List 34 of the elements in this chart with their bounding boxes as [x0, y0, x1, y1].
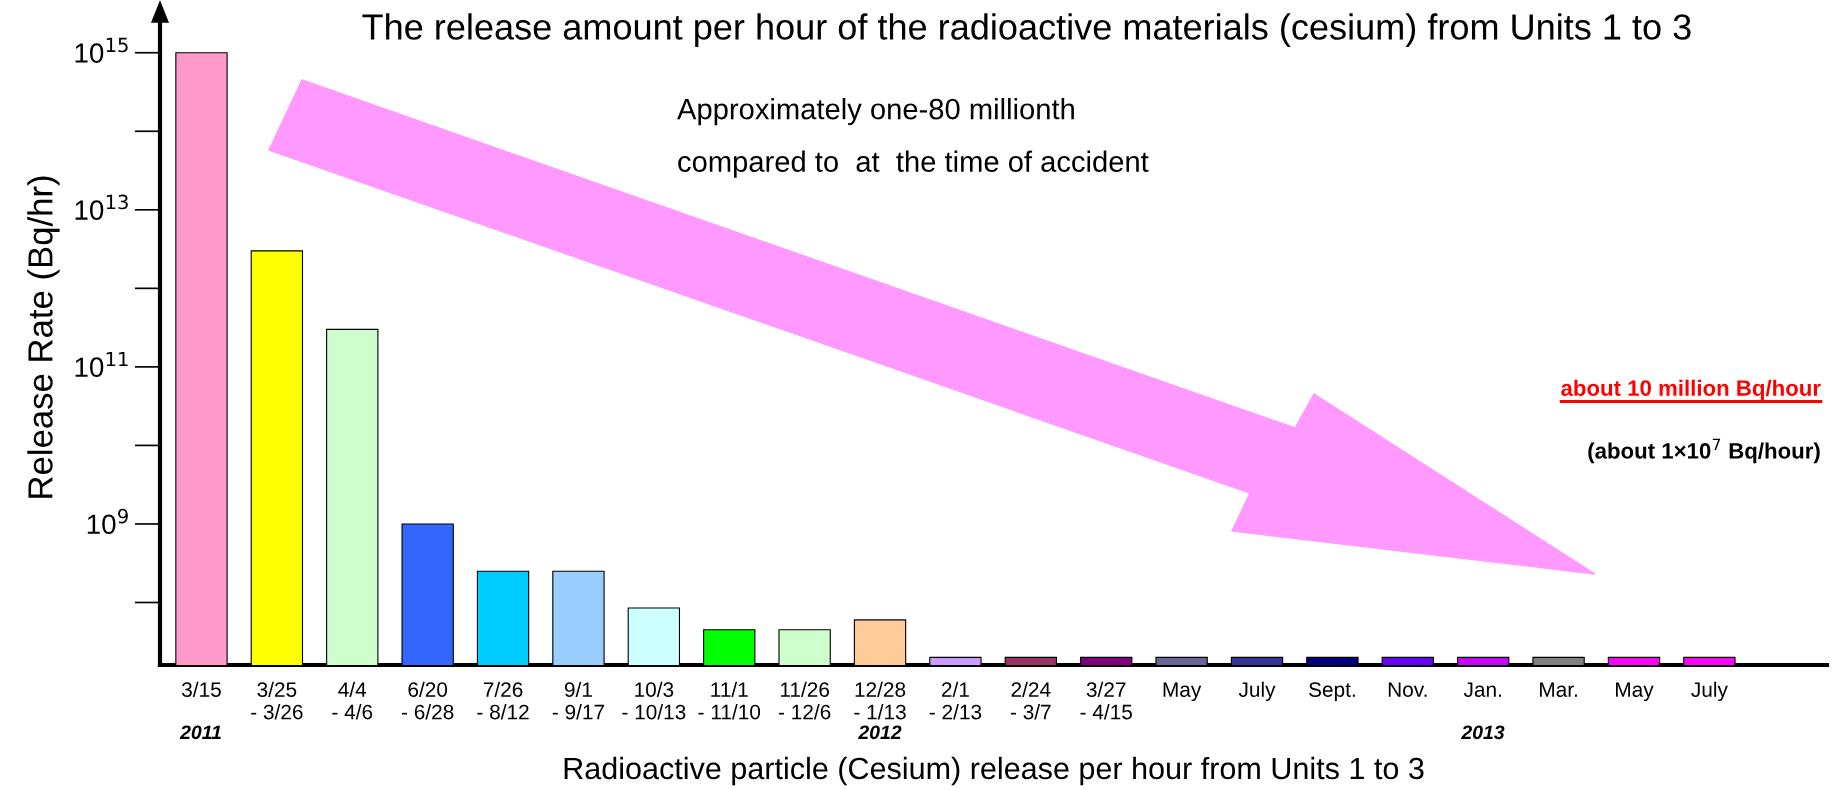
x-tick-label: 11/1 - 11/10 — [698, 681, 761, 720]
x-tick-label: 3/25 - 3/26 — [251, 681, 303, 720]
x-tick-label: July — [1691, 681, 1728, 702]
x-axis-title: Radioactive particle (Cesium) release per hour from Units 1 to 3 — [564, 756, 1424, 786]
annotation: (about 1×10$^{7}$ Bq/hour) — [1588, 438, 1820, 464]
x-tick-label: May — [1616, 682, 1654, 702]
x-tick-label: Mar. — [1540, 682, 1577, 697]
x-tick-label: May — [1163, 682, 1202, 702]
chart-title: The release amount per hour of the radioactive materials (cesium) from Units 1 to 3 — [362, 13, 1691, 47]
x-tick-label: 9/1 - 9/17 — [552, 681, 605, 720]
y-tick-label: 10$^{11}$ — [75, 351, 128, 378]
annotation: Approximately one-80 millionth compared to at the time of accident — [677, 98, 1149, 178]
x-tick-label: 12/28 - 1/13 — [854, 681, 906, 720]
x-tick-label: 6/20 - 6/28 — [401, 681, 454, 720]
x-tick-label: 2/1 - 2/13 — [929, 681, 982, 720]
y-tick-label: 10$^{9}$ — [87, 508, 128, 535]
x-tick-label: 3/27 - 4/15 — [1080, 681, 1132, 720]
annotation: about 10 million Bq/hour — [1561, 379, 1821, 401]
x-tick-label: 3/15 — [181, 681, 221, 697]
text: 2012 — [858, 725, 902, 740]
x-tick-label: July — [1238, 681, 1276, 702]
x-tick-label: 10/3 - 10/13 — [622, 681, 686, 720]
x-tick-label: 7/26 - 8/12 — [477, 681, 529, 720]
x-tick-label: Nov. — [1388, 682, 1427, 697]
y-tick-label: 10$^{13}$ — [75, 194, 128, 220]
x-tick-label: Sept. — [1309, 682, 1355, 702]
y-tick-label: 10$^{15}$ — [75, 37, 128, 63]
text: 2013 — [1461, 725, 1505, 740]
x-tick-label: 4/4 - 4/6 — [332, 681, 373, 720]
text: 2011 — [179, 725, 221, 740]
x-tick-label: Jan. — [1463, 682, 1501, 697]
y-axis-title: Release Rate (Bq/hr) — [27, 176, 60, 498]
x-tick-label: 11/26 - 12/6 — [778, 681, 831, 720]
x-tick-label: 2/24 - 3/7 — [1010, 681, 1051, 720]
